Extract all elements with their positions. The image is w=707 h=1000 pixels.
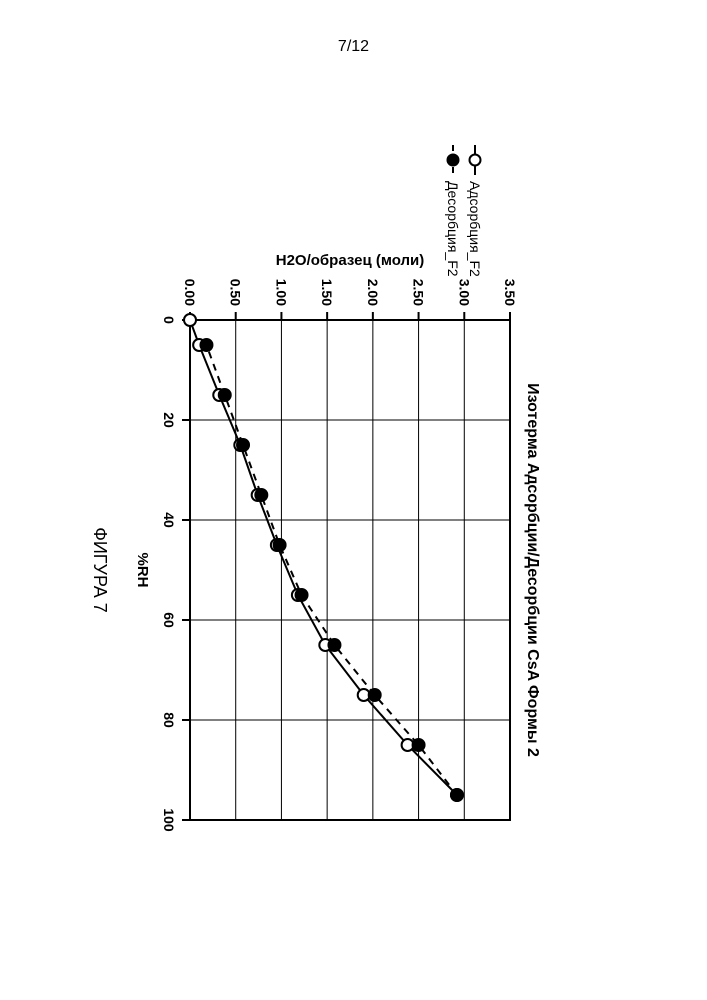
y-tick-label: 2.50	[411, 279, 427, 306]
series-marker-1	[369, 689, 381, 701]
figure-container: 0 20 40 60 80 100 0.00 0.50 1.00 1.50 2.00 2.50 3.00…	[60, 120, 660, 880]
series-marker-1	[328, 639, 340, 651]
series-marker-1	[413, 739, 425, 751]
series-marker-1	[237, 439, 249, 451]
y-tick-label: 2.00	[365, 279, 381, 306]
x-tick-label: 60	[161, 612, 177, 628]
series-marker-1	[274, 539, 286, 551]
isotherm-chart: 0 20 40 60 80 100 0.00 0.50 1.00 1.50 2.00 2.50 3.00…	[60, 120, 660, 880]
series-marker-1	[200, 339, 212, 351]
y-tick-label: 1.50	[319, 279, 335, 306]
x-tick-label: 100	[161, 808, 177, 832]
series-marker-1	[219, 389, 231, 401]
y-tick-label: 1.00	[273, 279, 289, 306]
legend: Адсорбция_F2 Десорбция_F2	[445, 145, 483, 277]
y-tick-label: 0.00	[182, 279, 198, 306]
series-marker-1	[451, 789, 463, 801]
y-tick-label: 0.50	[228, 279, 244, 306]
x-tick-label: 80	[161, 712, 177, 728]
x-tick-label: 40	[161, 512, 177, 528]
y-tick-label: 3.00	[456, 279, 472, 306]
legend-label: Десорбция_F2	[445, 181, 461, 277]
series-marker-1	[255, 489, 267, 501]
x-axis-label: %RH	[134, 552, 151, 587]
figure-caption: ФИГУРА 7	[90, 527, 110, 613]
legend-label: Адсорбция_F2	[467, 181, 483, 277]
series-marker-1	[296, 589, 308, 601]
x-tick-label: 20	[161, 412, 177, 428]
page-number: 7/12	[0, 38, 707, 56]
y-axis-label: H2O/образец (моли)	[276, 252, 425, 269]
y-tick-label: 3.50	[502, 279, 518, 306]
series-marker-0	[184, 314, 196, 326]
chart-title: Изотерма Адсорбции/Десорбции CsA Формы 2	[524, 383, 541, 757]
x-tick-label: 0	[161, 316, 177, 324]
